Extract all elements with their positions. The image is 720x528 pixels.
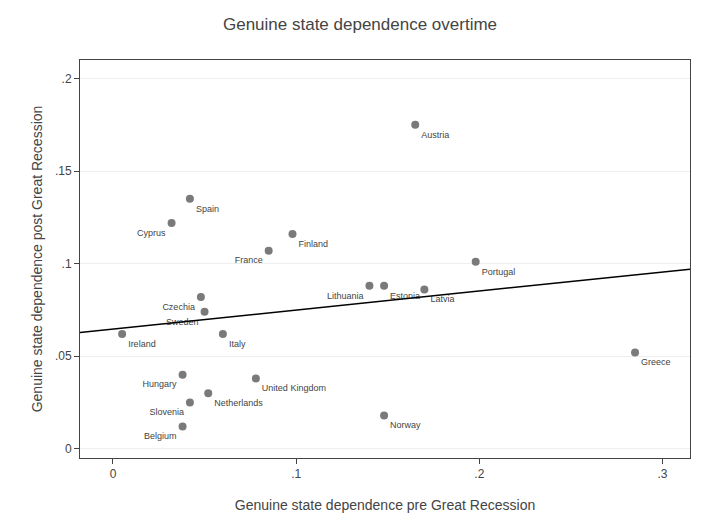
svg-text:Spain: Spain [196, 204, 219, 214]
svg-text:Austria: Austria [421, 130, 449, 140]
svg-text:.1: .1 [291, 467, 301, 481]
svg-text:Italy: Italy [229, 339, 246, 349]
svg-text:.2: .2 [474, 467, 484, 481]
svg-text:.3: .3 [658, 467, 668, 481]
svg-text:Greece: Greece [641, 357, 671, 367]
svg-text:Hungary: Hungary [143, 379, 178, 389]
svg-text:Genuine state dependence post: Genuine state dependence post Great Rece… [29, 106, 45, 413]
svg-text:0: 0 [110, 467, 117, 481]
svg-text:Genuine state dependence pre G: Genuine state dependence pre Great Reces… [235, 497, 535, 513]
svg-text:Ireland: Ireland [128, 339, 156, 349]
svg-text:Norway: Norway [390, 420, 421, 430]
svg-text:Genuine state dependence overt: Genuine state dependence overtime [223, 15, 497, 34]
svg-text:0: 0 [65, 442, 72, 456]
svg-text:Finland: Finland [298, 239, 328, 249]
svg-text:.1: .1 [62, 257, 72, 271]
svg-text:Belgium: Belgium [144, 431, 177, 441]
svg-text:France: France [235, 255, 263, 265]
svg-text:Lithuania: Lithuania [327, 291, 364, 301]
svg-text:Latvia: Latvia [430, 294, 454, 304]
svg-text:Slovenia: Slovenia [149, 407, 184, 417]
svg-text:Estonia: Estonia [390, 291, 420, 301]
svg-text:Netherlands: Netherlands [214, 398, 263, 408]
svg-text:Czechia: Czechia [162, 302, 195, 312]
svg-text:Cyprus: Cyprus [137, 228, 166, 238]
svg-text:.15: .15 [55, 164, 72, 178]
svg-text:.2: .2 [62, 72, 72, 86]
svg-text:Portugal: Portugal [482, 267, 516, 277]
svg-text:.05: .05 [55, 349, 72, 363]
svg-text:United Kingdom: United Kingdom [262, 383, 326, 393]
svg-text:Sweden: Sweden [166, 317, 199, 327]
